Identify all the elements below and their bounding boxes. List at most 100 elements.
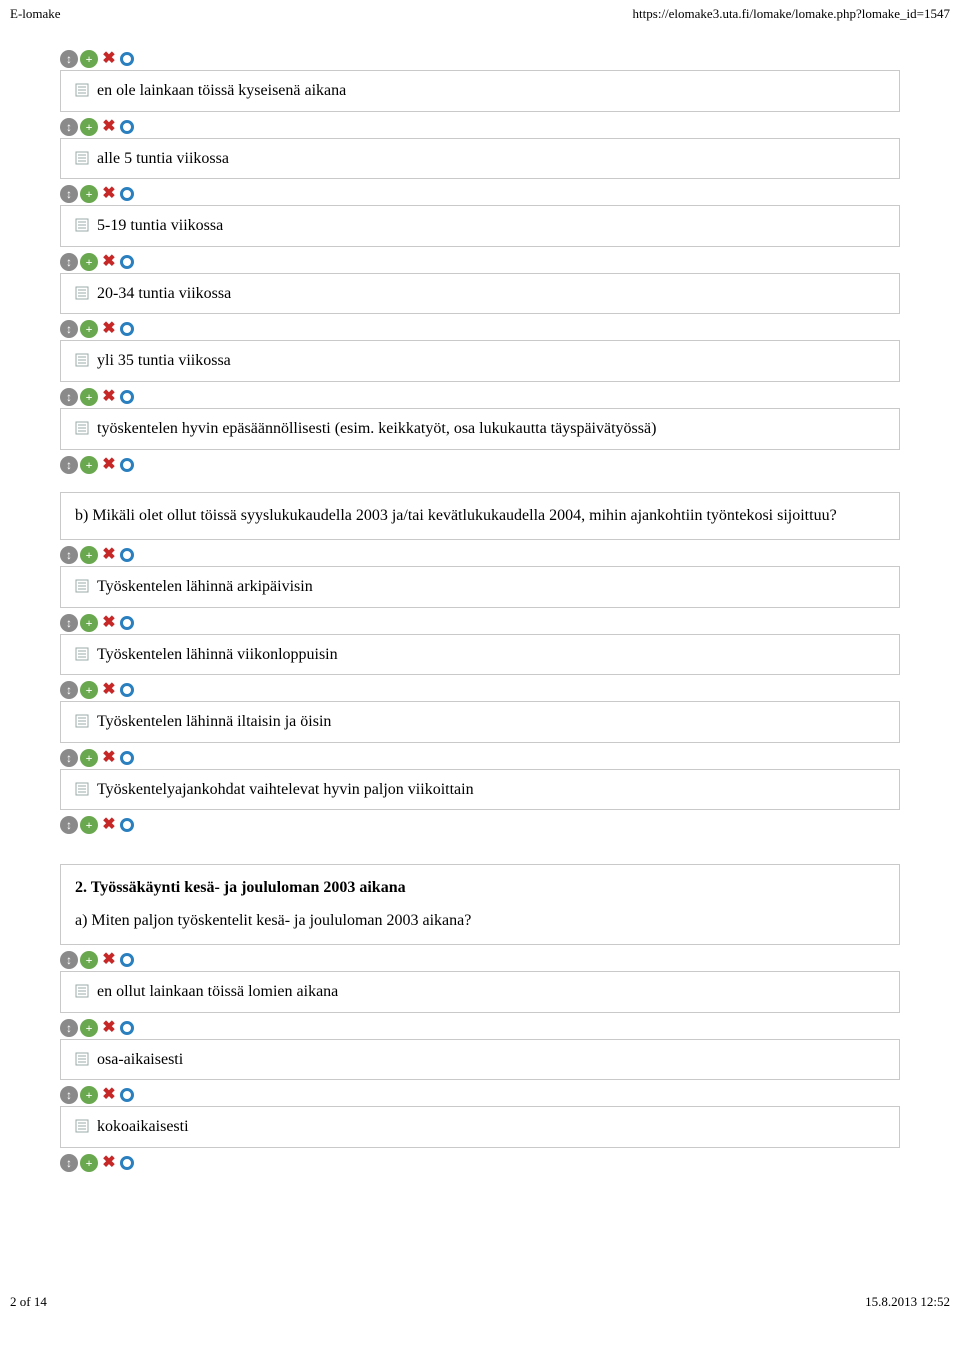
option-item[interactable]: työskentelen hyvin epäsäännöllisesti (es… [60, 408, 900, 450]
plus-icon[interactable]: + [80, 1154, 98, 1172]
option-item[interactable]: Työskentelyajankohdat vaihtelevat hyvin … [60, 769, 900, 811]
plus-icon[interactable]: + [80, 1019, 98, 1037]
option-item[interactable]: yli 35 tuntia viikossa [60, 340, 900, 382]
move-icon[interactable]: ↕ [60, 320, 78, 338]
list-item-icon [75, 1119, 89, 1133]
circle-icon[interactable] [120, 751, 134, 765]
circle-icon[interactable] [120, 390, 134, 404]
delete-icon[interactable]: ✖ [100, 253, 118, 271]
option-item[interactable]: kokoaikaisesti [60, 1106, 900, 1148]
circle-icon[interactable] [120, 120, 134, 134]
plus-icon[interactable]: + [80, 388, 98, 406]
delete-icon[interactable]: ✖ [100, 118, 118, 136]
move-icon[interactable]: ↕ [60, 118, 78, 136]
toolbar: ↕ + ✖ [60, 1154, 900, 1172]
move-icon[interactable]: ↕ [60, 253, 78, 271]
move-icon[interactable]: ↕ [60, 614, 78, 632]
option-label: alle 5 tuntia viikossa [97, 148, 229, 170]
circle-icon[interactable] [120, 52, 134, 66]
toolbar: ↕ + ✖ [60, 951, 900, 969]
circle-icon[interactable] [120, 322, 134, 336]
option-item[interactable]: en ole lainkaan töissä kyseisenä aikana [60, 70, 900, 112]
option-label: 5-19 tuntia viikossa [97, 215, 223, 237]
plus-icon[interactable]: + [80, 546, 98, 564]
move-icon[interactable]: ↕ [60, 749, 78, 767]
option-label: työskentelen hyvin epäsäännöllisesti (es… [97, 418, 656, 440]
delete-icon[interactable]: ✖ [100, 749, 118, 767]
delete-icon[interactable]: ✖ [100, 50, 118, 68]
circle-icon[interactable] [120, 683, 134, 697]
delete-icon[interactable]: ✖ [100, 951, 118, 969]
option-item[interactable]: 5-19 tuntia viikossa [60, 205, 900, 247]
plus-icon[interactable]: + [80, 681, 98, 699]
plus-icon[interactable]: + [80, 456, 98, 474]
circle-icon[interactable] [120, 818, 134, 832]
toolbar: ↕ + ✖ [60, 681, 900, 699]
toolbar: ↕ + ✖ [60, 1019, 900, 1037]
delete-icon[interactable]: ✖ [100, 681, 118, 699]
move-icon[interactable]: ↕ [60, 951, 78, 969]
circle-icon[interactable] [120, 255, 134, 269]
delete-icon[interactable]: ✖ [100, 546, 118, 564]
move-icon[interactable]: ↕ [60, 50, 78, 68]
section-2-box: 2. Työssäkäynti kesä- ja joululoman 2003… [60, 864, 900, 945]
list-item-icon [75, 714, 89, 728]
delete-icon[interactable]: ✖ [100, 1086, 118, 1104]
plus-icon[interactable]: + [80, 320, 98, 338]
question-b-box: b) Mikäli olet ollut töissä syyslukukaud… [60, 492, 900, 540]
list-item-icon [75, 1052, 89, 1066]
circle-icon[interactable] [120, 953, 134, 967]
circle-icon[interactable] [120, 548, 134, 562]
plus-icon[interactable]: + [80, 816, 98, 834]
toolbar: ↕ + ✖ [60, 614, 900, 632]
toolbar: ↕ + ✖ [60, 1086, 900, 1104]
circle-icon[interactable] [120, 616, 134, 630]
option-item[interactable]: alle 5 tuntia viikossa [60, 138, 900, 180]
list-item-icon [75, 782, 89, 796]
plus-icon[interactable]: + [80, 50, 98, 68]
toolbar: ↕ + ✖ [60, 50, 900, 68]
toolbar: ↕ + ✖ [60, 816, 900, 834]
delete-icon[interactable]: ✖ [100, 388, 118, 406]
delete-icon[interactable]: ✖ [100, 456, 118, 474]
plus-icon[interactable]: + [80, 118, 98, 136]
delete-icon[interactable]: ✖ [100, 1019, 118, 1037]
move-icon[interactable]: ↕ [60, 456, 78, 474]
option-item[interactable]: 20-34 tuntia viikossa [60, 273, 900, 315]
delete-icon[interactable]: ✖ [100, 320, 118, 338]
delete-icon[interactable]: ✖ [100, 185, 118, 203]
delete-icon[interactable]: ✖ [100, 1154, 118, 1172]
toolbar: ↕ + ✖ [60, 320, 900, 338]
plus-icon[interactable]: + [80, 185, 98, 203]
option-label: Työskentelen lähinnä iltaisin ja öisin [97, 711, 331, 733]
delete-icon[interactable]: ✖ [100, 816, 118, 834]
move-icon[interactable]: ↕ [60, 1086, 78, 1104]
circle-icon[interactable] [120, 187, 134, 201]
toolbar: ↕ + ✖ [60, 546, 900, 564]
option-item[interactable]: Työskentelen lähinnä iltaisin ja öisin [60, 701, 900, 743]
option-item[interactable]: osa-aikaisesti [60, 1039, 900, 1081]
circle-icon[interactable] [120, 458, 134, 472]
circle-icon[interactable] [120, 1156, 134, 1170]
option-item[interactable]: Työskentelen lähinnä viikonloppuisin [60, 634, 900, 676]
move-icon[interactable]: ↕ [60, 1019, 78, 1037]
plus-icon[interactable]: + [80, 951, 98, 969]
list-item-icon [75, 286, 89, 300]
plus-icon[interactable]: + [80, 253, 98, 271]
plus-icon[interactable]: + [80, 749, 98, 767]
circle-icon[interactable] [120, 1088, 134, 1102]
move-icon[interactable]: ↕ [60, 185, 78, 203]
option-label: en ole lainkaan töissä kyseisenä aikana [97, 80, 346, 102]
move-icon[interactable]: ↕ [60, 681, 78, 699]
move-icon[interactable]: ↕ [60, 1154, 78, 1172]
delete-icon[interactable]: ✖ [100, 614, 118, 632]
move-icon[interactable]: ↕ [60, 388, 78, 406]
move-icon[interactable]: ↕ [60, 546, 78, 564]
plus-icon[interactable]: + [80, 1086, 98, 1104]
option-item[interactable]: en ollut lainkaan töissä lomien aikana [60, 971, 900, 1013]
plus-icon[interactable]: + [80, 614, 98, 632]
move-icon[interactable]: ↕ [60, 816, 78, 834]
circle-icon[interactable] [120, 1021, 134, 1035]
toolbar: ↕ + ✖ [60, 749, 900, 767]
option-item[interactable]: Työskentelen lähinnä arkipäivisin [60, 566, 900, 608]
